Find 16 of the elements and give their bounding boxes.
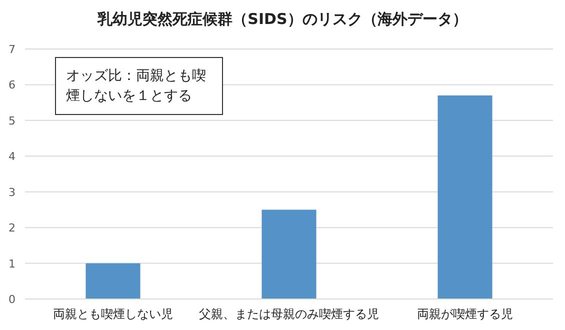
y-tick-label: 1	[8, 257, 16, 270]
y-tick-label: 0	[8, 293, 16, 306]
y-tick-label: 7	[8, 43, 16, 56]
y-tick-label: 3	[8, 186, 16, 199]
y-tick-label: 5	[8, 114, 16, 128]
y-tick-label: 6	[8, 78, 16, 92]
bar	[86, 263, 140, 299]
y-tick-label: 2	[8, 222, 16, 235]
x-tick-label: 父親、または母親のみ喫煙する児	[199, 307, 379, 321]
chart-title: 乳幼児突然死症候群（SIDS）のリスク（海外データ）	[96, 10, 468, 28]
y-tick-label: 4	[8, 150, 16, 164]
annotation: オッズ比：両親とも喫煙しないを１とする	[55, 57, 223, 115]
x-tick-label: 両親が喫煙する児	[417, 307, 513, 321]
bar	[438, 95, 492, 299]
bar	[262, 210, 316, 299]
x-tick-label: 両親とも喫煙しない児	[53, 307, 173, 321]
